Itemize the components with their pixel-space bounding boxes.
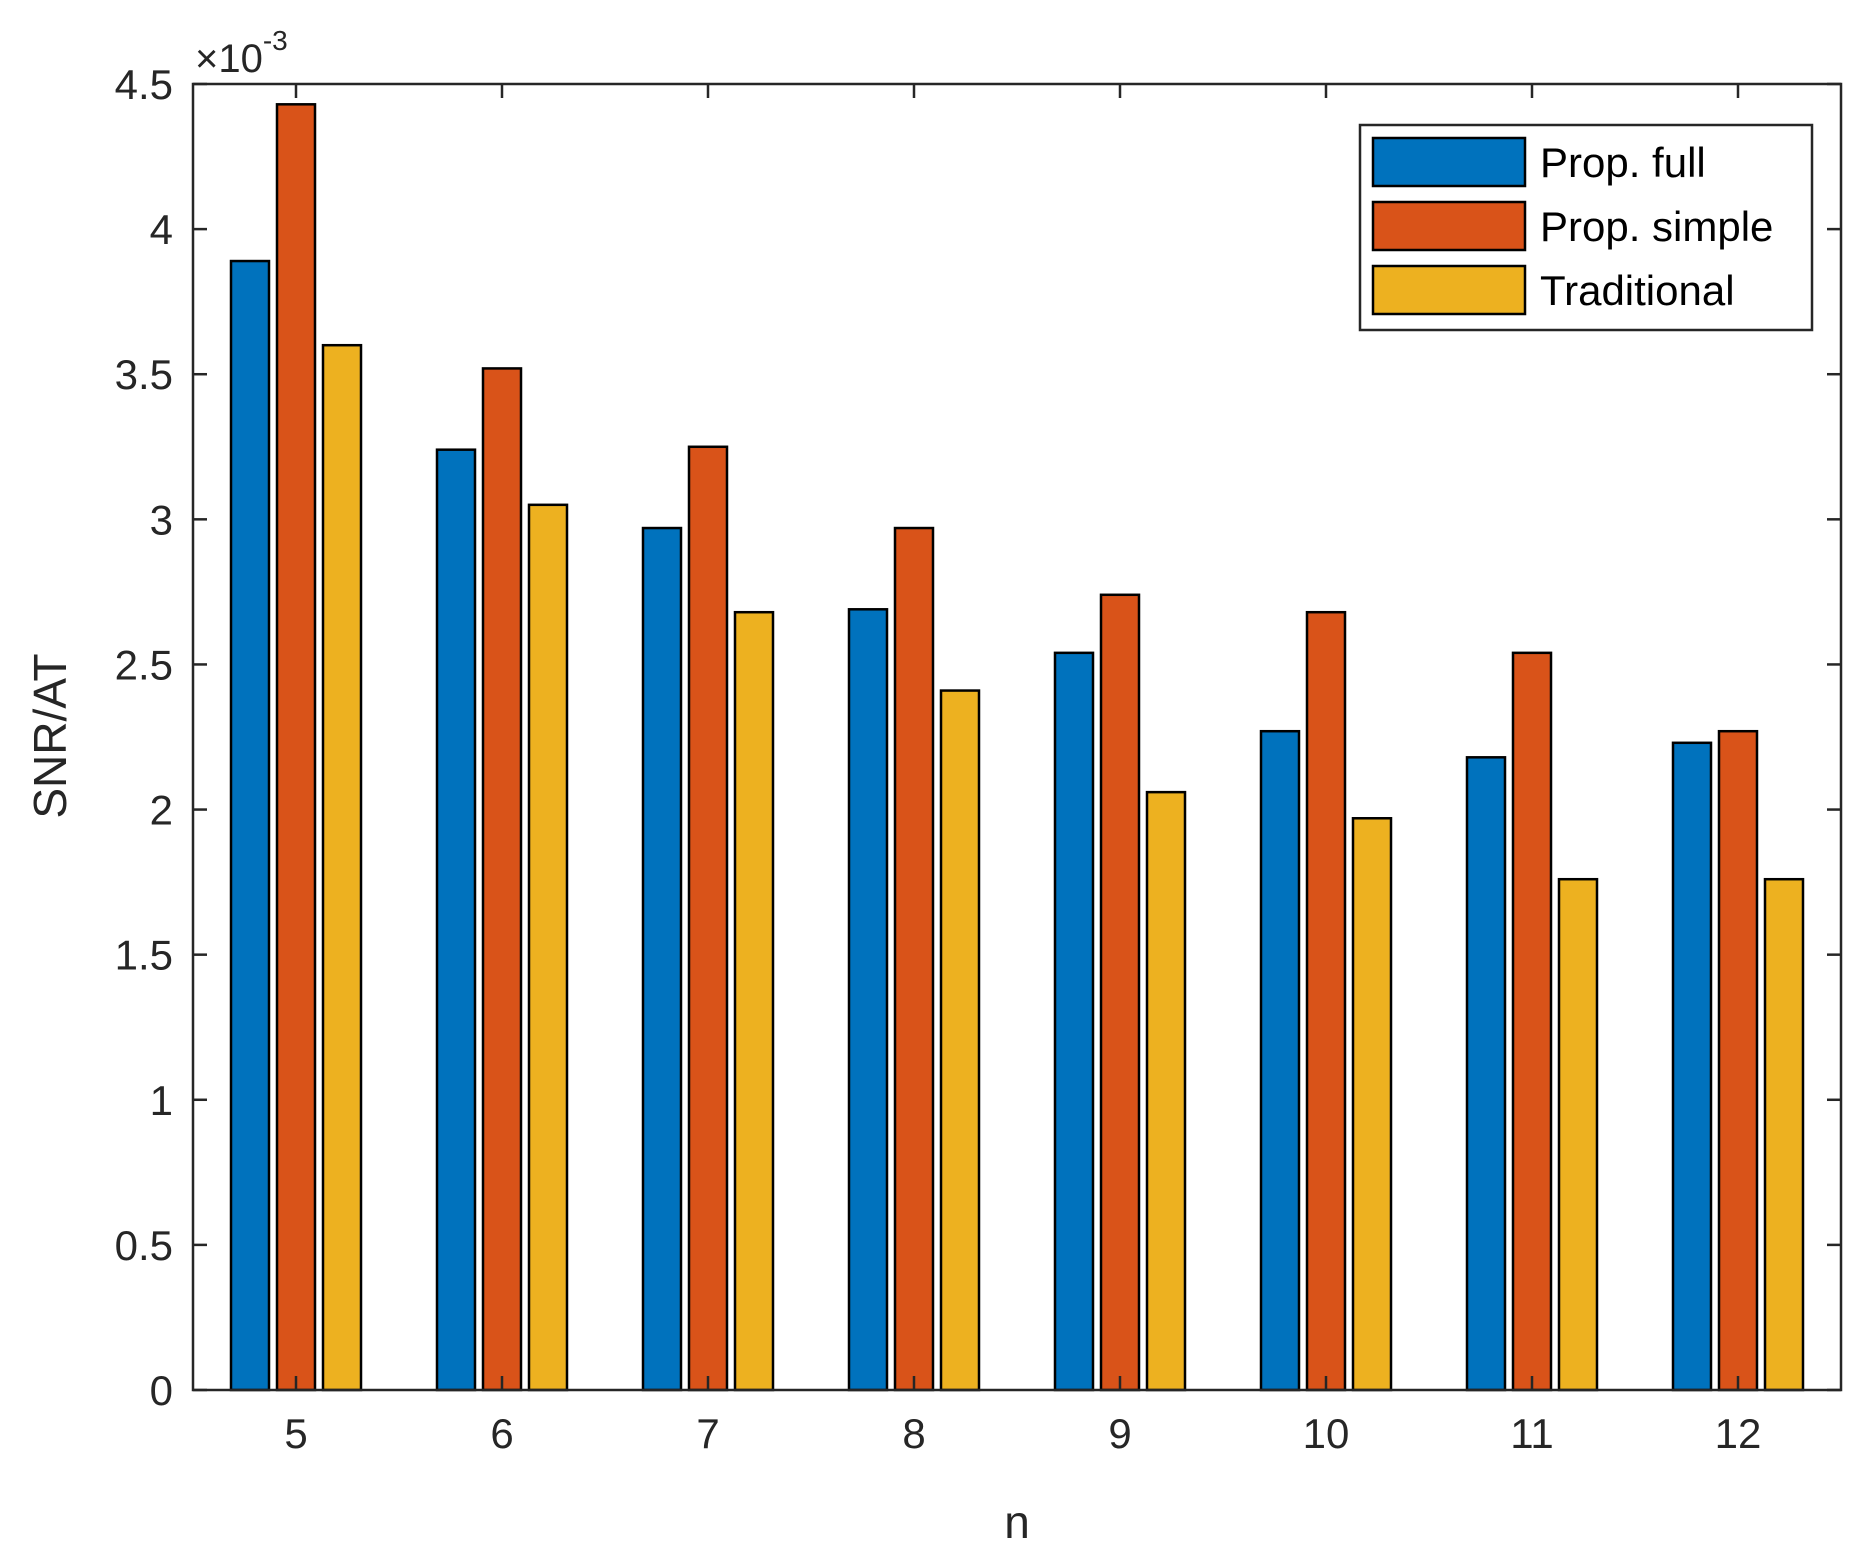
multiplier-base: ×10	[195, 37, 263, 81]
x-tick-label: 9	[1108, 1410, 1131, 1457]
bar-traditional-n11	[1557, 877, 1599, 1392]
x-tick-label: 11	[1510, 1410, 1554, 1457]
x-tick-label: 5	[284, 1410, 307, 1457]
bar-prop-simple-n6	[481, 367, 523, 1392]
y-tick-label: 3	[150, 496, 173, 543]
y-tick-label: 0	[150, 1367, 173, 1414]
x-tick-label: 6	[490, 1410, 513, 1457]
bar-prop-simple-n11	[1511, 651, 1553, 1392]
ticks-group: 5 6 7 8 9 10 11 12 0 0.5 1 1.5 2 2.5 3 3.5 4 4.5	[115, 61, 1841, 1457]
bar-prop-full-n12	[1671, 741, 1713, 1392]
legend-swatch-prop-simple	[1371, 200, 1527, 252]
bar-traditional-n9	[1145, 790, 1187, 1392]
y-axis-label: SNR/AT	[24, 653, 76, 818]
bar-traditional-n7	[733, 610, 775, 1392]
legend-label-traditional: Traditional	[1540, 267, 1735, 314]
y-tick-label: 4	[150, 206, 173, 253]
bar-prop-simple-n5	[275, 103, 317, 1392]
bar-prop-full-n9	[1053, 651, 1095, 1392]
y-tick-label: 1.5	[115, 932, 173, 979]
bar-prop-simple-n10	[1305, 610, 1347, 1392]
bars-group	[229, 103, 1805, 1392]
x-tick-label: 8	[902, 1410, 925, 1457]
y-axis-multiplier: ×10-3	[195, 25, 288, 81]
bar-prop-full-n10	[1259, 729, 1301, 1392]
bar-prop-simple-n12	[1717, 729, 1759, 1392]
bar-prop-full-n11	[1465, 756, 1507, 1392]
bar-prop-simple-n9	[1099, 593, 1141, 1392]
bar-traditional-n12	[1763, 877, 1805, 1392]
plot-frame	[191, 82, 1843, 1392]
bar-prop-full-n7	[641, 526, 683, 1392]
y-tick-label: 2.5	[115, 641, 173, 688]
bar-prop-full-n8	[847, 608, 889, 1392]
y-tick-label: 3.5	[115, 351, 173, 398]
bar-prop-simple-n8	[893, 526, 935, 1392]
legend-label-prop-simple: Prop. simple	[1540, 203, 1773, 250]
bar-traditional-n8	[939, 689, 981, 1392]
bar-prop-simple-n7	[687, 445, 729, 1392]
x-tick-label: 12	[1715, 1410, 1762, 1457]
bar-traditional-n6	[527, 503, 569, 1392]
legend-swatch-traditional	[1371, 264, 1527, 316]
legend: Prop. full Prop. simple Traditional	[1358, 123, 1814, 332]
x-tick-label: 7	[696, 1410, 719, 1457]
legend-swatch-prop-full	[1371, 136, 1527, 188]
multiplier-exponent: -3	[263, 25, 288, 56]
bar-traditional-n10	[1351, 817, 1393, 1392]
y-tick-label: 1	[150, 1077, 173, 1124]
x-axis-label: n	[1004, 1496, 1030, 1548]
y-tick-label: 4.5	[115, 61, 173, 108]
y-tick-label: 2	[150, 787, 173, 834]
bar-prop-full-n6	[435, 448, 477, 1392]
bar-traditional-n5	[321, 343, 363, 1392]
legend-label-prop-full: Prop. full	[1540, 139, 1706, 186]
y-tick-label: 0.5	[115, 1222, 173, 1269]
x-tick-label: 10	[1303, 1410, 1350, 1457]
bar-prop-full-n5	[229, 259, 271, 1392]
